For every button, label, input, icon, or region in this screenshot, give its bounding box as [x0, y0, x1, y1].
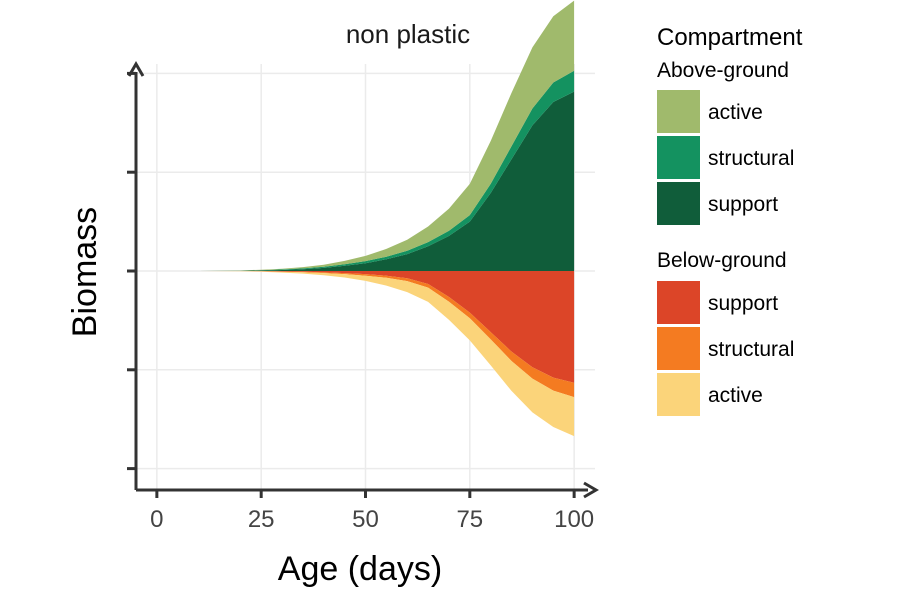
legend-below-ground-structural-swatch: [657, 327, 700, 370]
stacked-areas: [156, 0, 575, 437]
grid-lines: [136, 64, 595, 490]
legend-group-above-ground: Above-ground: [657, 59, 789, 82]
x-axis-arrow: [583, 481, 599, 499]
legend-items: active structural support support structural…: [657, 90, 794, 416]
legend-group-below-ground: Below-ground: [657, 249, 787, 272]
x-tick-label-1: 25: [248, 506, 275, 533]
x-tick-label-0: 0: [150, 506, 163, 533]
x-tick-label-3: 75: [456, 506, 483, 533]
y-axis-title: Biomass: [66, 207, 104, 337]
below-ground-structural-area: [156, 271, 575, 398]
legend: Compartment Above-ground Below-ground ac…: [657, 24, 803, 416]
legend-below-ground-support-label: support: [708, 292, 778, 315]
x-tick-label-4: 100: [554, 506, 594, 533]
legend-below-ground-active-swatch: [657, 373, 700, 416]
legend-above-ground-structural-swatch: [657, 136, 700, 179]
chart-title: non plastic: [346, 19, 470, 49]
above-ground-structural-area: [156, 70, 575, 271]
legend-above-ground-active-swatch: [657, 90, 700, 133]
above-ground-active-area: [156, 0, 575, 271]
legend-below-ground-active-label: active: [708, 384, 763, 407]
legend-title: Compartment: [657, 24, 803, 51]
x-tick-label-2: 50: [352, 506, 379, 533]
below-ground-support-area: [156, 271, 575, 383]
legend-above-ground-support-label: support: [708, 193, 778, 216]
below-ground-active-area: [156, 271, 575, 437]
x-axis-title: Age (days): [278, 550, 442, 588]
legend-above-ground-active-label: active: [708, 101, 763, 124]
x-tick-labels: 0 25 50 75 100: [150, 506, 594, 533]
legend-below-ground-structural-label: structural: [708, 338, 794, 361]
legend-below-ground-support-swatch: [657, 281, 700, 324]
axes: [127, 61, 599, 499]
legend-above-ground-support-swatch: [657, 182, 700, 225]
legend-above-ground-structural-label: structural: [708, 147, 794, 170]
above-ground-support-area: [156, 91, 575, 271]
